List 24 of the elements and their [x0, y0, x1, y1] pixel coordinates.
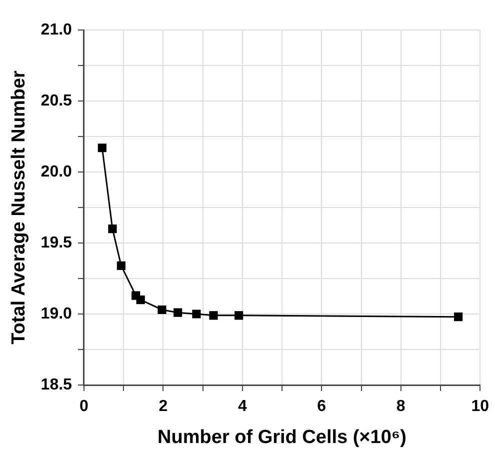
point: [209, 311, 218, 320]
point: [158, 305, 166, 314]
x-tick-label: 0: [79, 398, 88, 416]
x-tick-label: 6: [317, 398, 326, 416]
x-tick-label: 2: [158, 398, 168, 416]
x-tick-label: 8: [396, 398, 406, 416]
point: [454, 312, 463, 322]
y-axis-title: Total Average Nusselt Number: [8, 70, 30, 344]
y-tick-label: 20.0: [40, 163, 72, 180]
point: [192, 310, 201, 318]
x-tick-label: 10: [471, 398, 490, 416]
point: [234, 311, 244, 320]
point: [174, 308, 182, 317]
y-tick-label: 20.5: [40, 92, 72, 110]
x-tick-label: 4: [238, 398, 247, 416]
x-axis-title: Number of Grid Cells (×10⁶): [158, 426, 406, 448]
point: [108, 224, 117, 234]
point: [116, 261, 126, 270]
point: [98, 144, 106, 152]
y-tick-label: 19.5: [40, 234, 72, 252]
y-tick-label: 18.5: [40, 376, 72, 394]
y-tick-label: 21.0: [40, 21, 72, 38]
point: [136, 296, 145, 304]
y-tick-label: 19.0: [40, 305, 72, 322]
